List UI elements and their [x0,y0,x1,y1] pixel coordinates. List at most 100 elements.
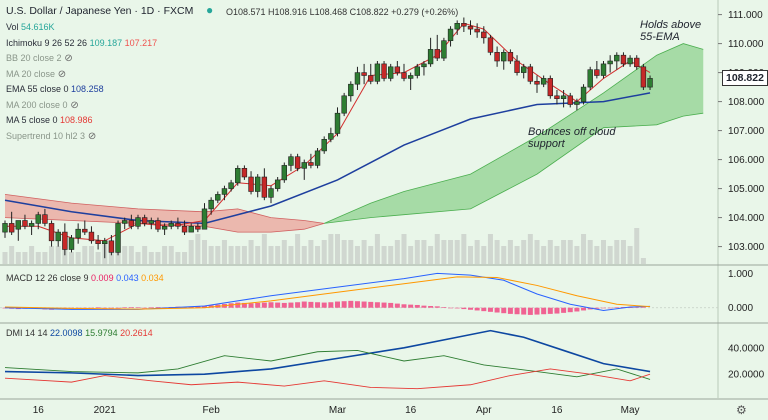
eye-hidden-icon[interactable]: ⊘ [67,99,79,111]
candle-body [201,208,208,230]
macd-histogram-bar [148,307,154,308]
volume-bar [235,246,241,264]
macd-histogram-bar [501,307,507,314]
macd-histogram-bar [82,307,88,309]
time-tick-label: 16 [551,405,563,416]
volume-bar [468,246,473,264]
volume-bar [182,252,188,264]
candle-body [481,31,487,39]
macd-signal-line [4,276,651,310]
volume-bar [448,240,454,264]
legend-value: 107.217 [122,37,158,48]
volume-bar [527,234,533,264]
volume-bar [42,252,48,264]
volume-bar [308,240,314,264]
volume-bar [49,246,55,264]
candle-body [354,72,361,85]
candle-body [587,69,593,88]
candle-body [321,139,327,152]
volume-bar [335,234,340,264]
legend-row[interactable]: MA 200 close 0 ⊘ [6,100,79,111]
legend-value: 0.043 [113,273,139,283]
eye-hidden-icon[interactable]: ⊘ [85,130,97,142]
legend-value: 0.034 [138,273,164,283]
volume-bar [288,246,294,264]
time-tick-label: Apr [476,405,492,416]
candle-body [268,188,274,198]
volume-bar [9,246,15,264]
macd-histogram-bar [248,303,254,308]
volume-bar [22,252,28,264]
macd-histogram-bar [102,307,108,309]
legend-row[interactable]: Vol 54.616K [6,22,55,32]
candle-body [441,40,447,59]
ohlc-readout: O108.571 H108.916 L108.468 C108.822 +0.2… [226,7,459,17]
volume-bar [261,234,267,264]
volume-bar [268,246,274,264]
ichimoku-cloud-green [324,43,704,224]
volume-bar [208,246,214,264]
legend-label: DMI 14 14 [6,328,48,338]
dmi-tick-label: 40.0000 [728,343,765,354]
candle-body [374,63,381,82]
volume-bar [441,240,447,264]
candle-body [501,51,507,62]
volume-bar [354,246,360,264]
legend-value: 15.9794 [82,328,118,338]
legend-row[interactable]: Ichimoku 9 26 52 26 109.187 107.217 [6,38,157,48]
bounces-off-annotation: Bounces off cloud support [528,126,616,150]
candle-body [128,220,135,227]
volume-bar [195,234,201,264]
volume-bar [301,246,307,264]
volume-bar [341,240,347,264]
eye-hidden-icon[interactable]: ⊘ [55,68,67,80]
macd-histogram-bar [128,307,134,308]
volume-bar [82,246,88,264]
candle-body [401,72,407,79]
macd-histogram-bar [607,307,613,309]
price-tick-label: 111.000 [728,10,763,21]
candle-body [554,95,560,100]
volume-bar [255,246,261,264]
eye-hidden-icon[interactable]: ⊘ [61,53,73,64]
candle-body [620,54,627,65]
candle-body [235,168,241,184]
volume-bar [414,240,420,264]
macd-histogram-bar [454,307,460,309]
macd-histogram-bar [401,304,407,308]
volume-bar [587,240,593,264]
candle-body [274,179,281,189]
candle-body [148,220,154,224]
legend-value: 108.258 [68,84,104,94]
volume-bar [474,240,480,264]
candle-body [447,28,454,42]
legend-row[interactable]: MA 5 close 0 108.986 [6,115,93,125]
candle-body [414,66,420,76]
price-tick-label: 107.000 [728,126,765,137]
candle-body [55,231,61,242]
candle-body [2,223,8,233]
candle-body [580,86,587,102]
legend-row[interactable]: Supertrend 10 hl2 3 ⊘ [6,131,96,142]
candle-body [308,162,314,166]
volume-bar [55,246,61,264]
candle-body [647,78,653,88]
macd-histogram-bar [301,301,307,308]
macd-histogram-bar [135,307,141,308]
dmi-legend: DMI 14 14 22.0098 15.9794 20.2614 [6,328,153,338]
macd-histogram-bar [335,301,340,308]
legend-row[interactable]: EMA 55 close 0 108.258 [6,84,104,94]
legend-value: 108.986 [57,115,93,125]
volume-bar [534,240,540,264]
legend-row[interactable]: MA 20 close ⊘ [6,69,66,80]
gear-icon[interactable]: ⚙ [736,403,747,417]
volume-bar [15,252,21,264]
macd-histogram-bar [155,307,161,308]
legend-row[interactable]: BB 20 close 2 ⊘ [6,53,73,64]
candle-body [215,194,221,201]
volume-bar [148,252,154,264]
candle-body [135,217,141,227]
macd-histogram-bar [414,304,420,308]
volume-bar [614,240,620,264]
